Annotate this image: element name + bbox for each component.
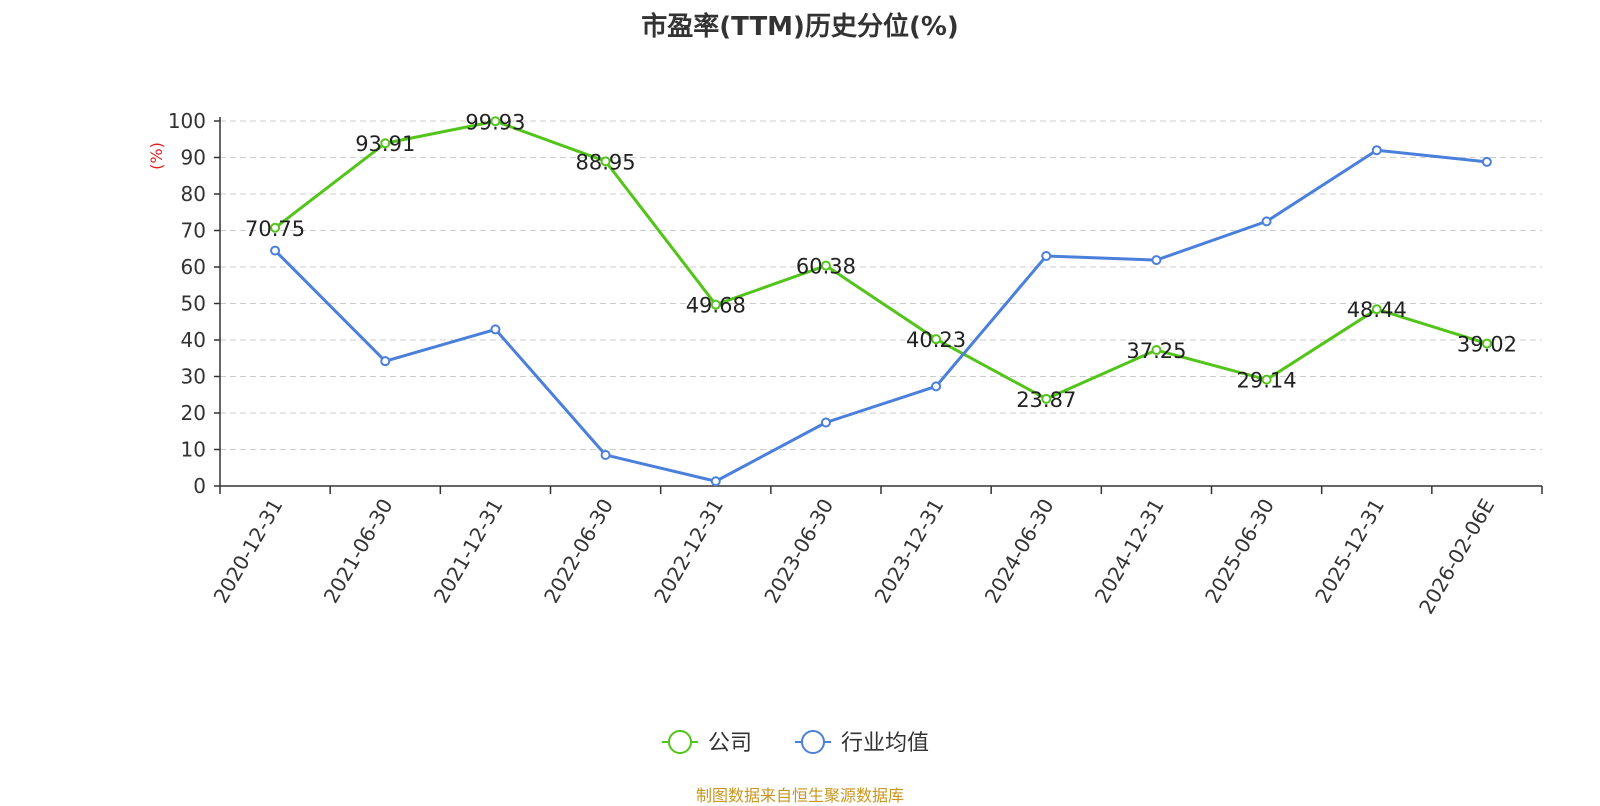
series-point-2 <box>1373 146 1381 154</box>
data-label: 23.87 <box>1016 388 1076 412</box>
series-line-2 <box>275 150 1487 481</box>
y-tick-label: 20 <box>181 401 206 425</box>
series-point-2 <box>1152 256 1160 264</box>
legend-marker <box>669 731 691 753</box>
data-label: 37.25 <box>1126 339 1186 363</box>
y-tick-label: 30 <box>181 365 206 389</box>
x-tick-label: 2024-12-31 <box>1090 495 1169 608</box>
data-label: 88.95 <box>576 150 636 174</box>
x-tick-label: 2023-06-30 <box>759 495 838 608</box>
series-point-2 <box>491 325 499 333</box>
x-tick-label: 2026-02-06E <box>1414 495 1499 619</box>
series-point-2 <box>932 382 940 390</box>
data-label: 99.93 <box>465 110 525 134</box>
x-tick-label: 2023-12-31 <box>870 494 949 607</box>
y-tick-label: 10 <box>181 438 206 462</box>
data-label: 40.23 <box>906 328 966 352</box>
x-tick-label: 2025-12-31 <box>1310 495 1389 608</box>
series-point-2 <box>712 477 720 485</box>
data-label: 48.44 <box>1347 298 1407 322</box>
data-label: 60.38 <box>796 255 856 279</box>
series-point-2 <box>271 247 279 255</box>
y-tick-label: 100 <box>168 109 206 133</box>
legend-label: 公司 <box>708 731 752 756</box>
series-point-2 <box>602 451 610 459</box>
series-point-2 <box>822 418 830 426</box>
y-tick-label: 70 <box>181 219 206 243</box>
y-axis-label: (%) <box>147 142 166 170</box>
x-tick-label: 2025-06-30 <box>1200 495 1279 608</box>
series-point-2 <box>1042 252 1050 260</box>
series-point-2 <box>1483 158 1491 166</box>
x-tick-label: 2021-06-30 <box>319 495 398 608</box>
y-tick-label: 60 <box>181 255 206 279</box>
x-tick-label: 2020-12-31 <box>209 495 288 608</box>
data-label: 49.68 <box>686 294 746 318</box>
series-line-1 <box>275 121 1487 399</box>
y-tick-label: 0 <box>193 474 206 498</box>
legend-marker <box>802 731 824 753</box>
y-tick-label: 80 <box>181 182 206 206</box>
series-point-2 <box>381 357 389 365</box>
data-label: 70.75 <box>245 217 305 241</box>
x-tick-label: 2022-06-30 <box>539 495 618 608</box>
legend-label: 行业均值 <box>841 731 929 756</box>
y-tick-label: 50 <box>181 292 206 316</box>
series-point-2 <box>1263 217 1271 225</box>
x-tick-label: 2024-06-30 <box>980 495 1059 608</box>
data-label: 93.91 <box>355 132 415 156</box>
x-tick-label: 2022-12-31 <box>649 495 728 608</box>
y-tick-label: 40 <box>181 328 206 352</box>
source-note: 制图数据来自恒生聚源数据库 <box>0 782 1600 806</box>
y-tick-label: 90 <box>181 146 206 170</box>
data-label: 39.02 <box>1457 333 1517 357</box>
data-label: 29.14 <box>1237 369 1297 393</box>
x-tick-label: 2021-12-31 <box>429 494 508 607</box>
